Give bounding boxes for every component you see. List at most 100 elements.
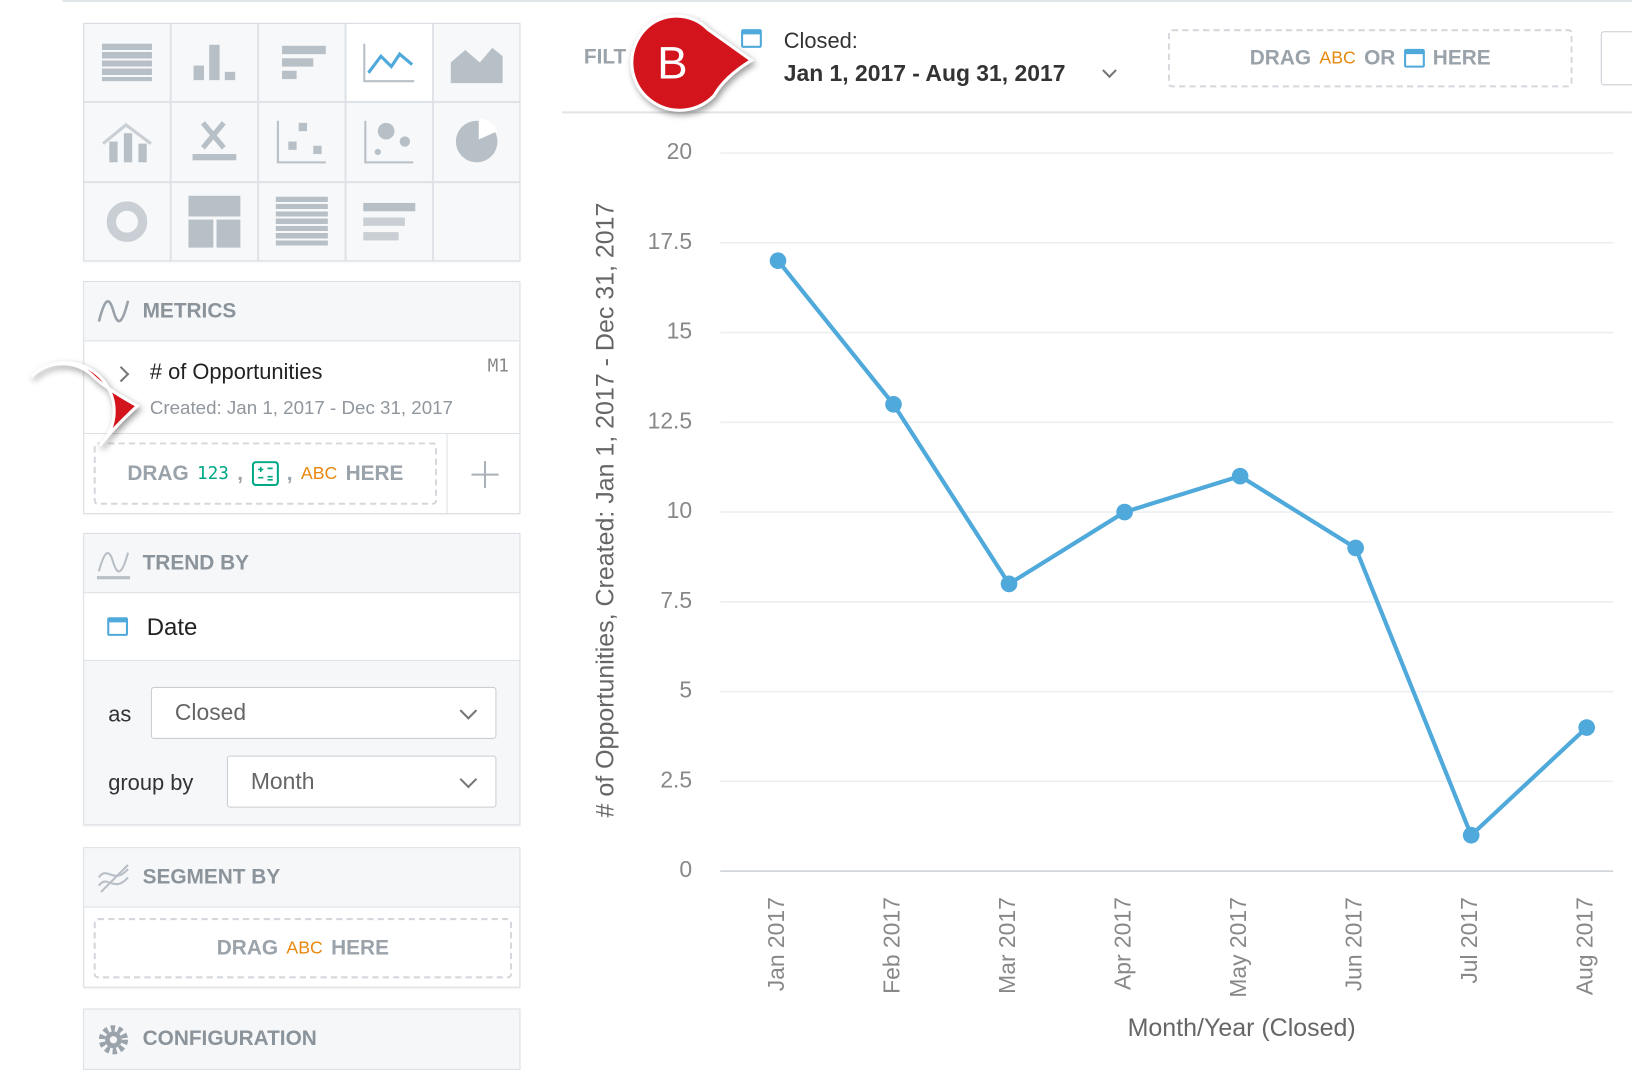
viz-picker[interactable] [83,22,521,262]
icon [192,121,237,161]
x-tick-label: Mar 2017 [994,897,1020,994]
icon [97,300,130,323]
segment-header: SEGMENT BY [84,848,520,908]
x-tick-label: May 2017 [1225,897,1251,997]
filter-name[interactable]: Closed: [783,29,858,54]
viz-empty [434,182,520,261]
or-text: OR [1364,46,1396,70]
icon [455,119,498,163]
y-tick-label: 12.5 [648,407,693,433]
as-label: as [108,702,132,727]
y-tick-label: 17.5 [648,228,693,254]
config-header[interactable]: CONFIGURATION [84,1009,520,1070]
viz-treemap[interactable] [171,182,258,261]
trend-header: TREND BY [84,533,520,594]
attribute-token: ABC [286,937,323,958]
icon [188,195,241,248]
drag-text: DRAG [216,936,279,960]
data-point [1578,719,1596,736]
here-text: HERE [1432,46,1491,70]
callout-b: B [630,14,755,112]
icon [450,48,503,84]
viz-pie[interactable] [434,103,520,181]
viz-bar[interactable] [259,23,345,102]
here-text: HERE [345,461,404,485]
add-button[interactable] [469,459,500,490]
x-tick-label: Jun 2017 [1341,897,1367,991]
data-point [1231,467,1249,485]
filter-button[interactable] [1600,31,1632,86]
trend-panel: TREND BY Date as Closed group by Month [83,532,521,826]
viz-table[interactable] [84,23,170,102]
attribute-token: ABC [300,463,338,483]
data-point [1347,539,1364,557]
attribute-token: ABC [1319,47,1356,68]
data-point [1000,575,1018,593]
trend-title: TREND BY [142,551,249,575]
viz-heatmap[interactable] [259,182,345,261]
group-select[interactable]: Month [226,755,497,808]
icon [106,201,148,242]
x-tick-label: Feb 2017 [879,897,905,994]
top-border [62,0,1632,3]
config-title: CONFIGURATION [142,1027,317,1051]
viz-line-selected[interactable] [346,23,432,102]
icon [102,123,152,163]
group-label: group by [108,771,194,796]
config-panel[interactable]: CONFIGURATION [83,1008,521,1070]
y-tick-label: 10 [667,497,692,523]
viz-bullet[interactable] [346,182,432,261]
y-tick-label: 0 [679,856,692,882]
icon [96,552,131,580]
drag-text: DRAG [1249,46,1312,70]
data-point [885,396,902,413]
data-point [769,252,787,270]
calc-icon [251,461,279,487]
data-point [1116,503,1133,521]
metrics-panel: METRICS # of Opportunities M1 Created: J… [83,281,521,515]
date-item[interactable]: Date [84,593,520,661]
y-tick-label: 7.5 [660,587,692,613]
segment-title: SEGMENT BY [142,865,281,889]
viz-area[interactable] [434,23,520,102]
viz-combo[interactable] [84,103,170,181]
calendar-icon [741,29,762,48]
filter-label: FILT [583,45,627,69]
viz-headline[interactable] [171,103,258,181]
viz-donut[interactable] [84,182,170,261]
divider [446,432,448,515]
x-axis-label: Month/Year (Closed) [1128,1014,1356,1042]
as-value: Closed [174,699,247,726]
filter-bar-border [562,111,1632,114]
y-tick-label: 2.5 [660,766,692,792]
segment-drop-zone[interactable]: DRAG ABC HERE [93,917,513,979]
metric-item[interactable]: # of Opportunities M1 Created: Jan 1, 20… [84,341,520,435]
filter-range[interactable]: Jan 1, 2017 - Aug 31, 2017 [783,60,1066,87]
x-tick-label: Apr 2017 [1110,897,1136,990]
as-select[interactable]: Closed [150,686,497,739]
y-tick-label: 20 [667,138,692,164]
y-tick-label: 5 [679,677,692,703]
metric-drop-zone[interactable]: DRAG 123 , , ABC HERE [93,442,438,505]
y-tick-label: 15 [667,318,692,344]
x-tick-label: Jul 2017 [1456,897,1482,984]
icon [363,43,415,83]
metrics-header: METRICS [84,282,520,342]
filter-drop-zone[interactable]: DRAG ABC OR HERE [1167,29,1573,88]
y-axis-label: # of Opportunities, Created: Jan 1, 2017… [591,203,619,818]
viz-scatter[interactable] [259,103,345,181]
numeric-token: 123 [196,463,229,484]
data-point [1462,826,1480,844]
viz-column[interactable] [171,23,258,102]
icon [364,121,414,164]
metric-tag: M1 [487,355,509,377]
here-text: HERE [331,936,389,960]
date-label: Date [146,612,198,640]
viz-bubble[interactable] [346,103,432,181]
calendar-icon [107,617,129,636]
metrics-title: METRICS [142,299,237,323]
icon [276,121,326,164]
x-tick-label: Jan 2017 [763,897,789,991]
